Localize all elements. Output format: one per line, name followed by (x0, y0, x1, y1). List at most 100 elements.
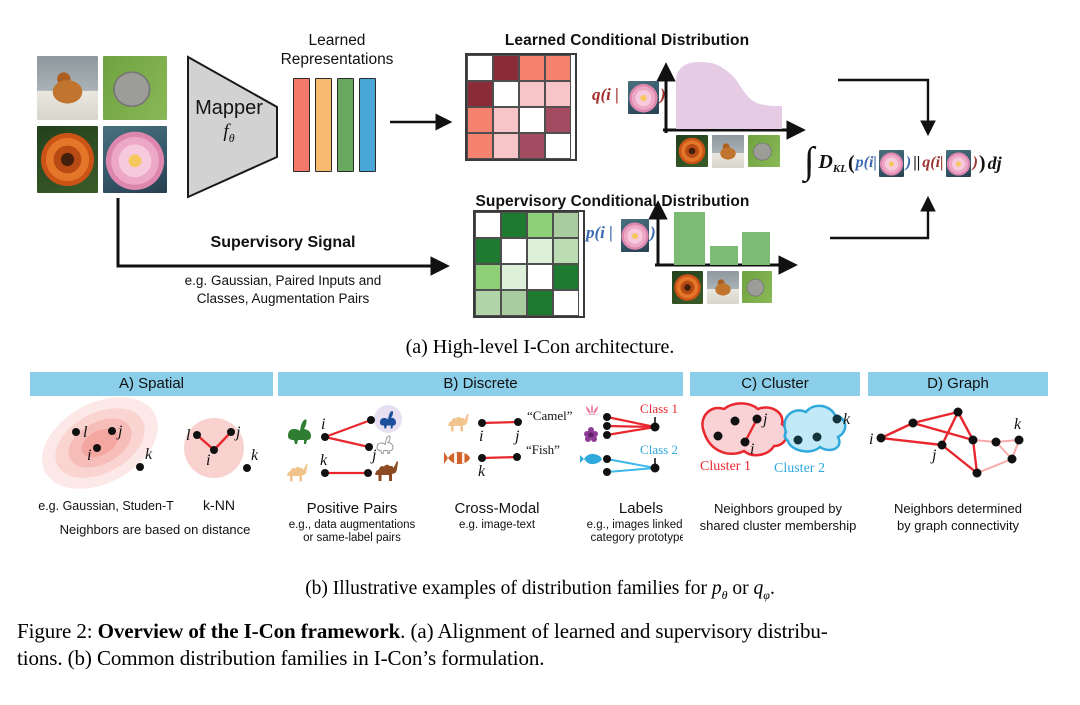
spatial-eg-label: e.g. Gaussian, Studen-T (38, 499, 174, 513)
supervisory-dist-title: Supervisory Conditional Distribution (475, 193, 750, 210)
supervisory-signal-title: Supervisory Signal (210, 234, 356, 251)
cat-photo (742, 271, 772, 303)
white-dino-icon (376, 435, 394, 454)
knn-points: l j i k (186, 424, 259, 472)
supervisory-bar-chart (674, 212, 770, 265)
cluster1-blob (701, 402, 789, 457)
cross-modal-group: i j k “Camel” “Fish” Cross-Modal e.g. im… (444, 408, 573, 531)
tan-camel-icon (287, 463, 308, 482)
cluster2-label: Cluster 2 (774, 461, 825, 476)
positive-pairs-group: i j k Positive Pairs e.g., data augmenta… (287, 405, 416, 544)
lotus-icon (584, 404, 600, 415)
cluster1-label: Cluster 1 (700, 459, 751, 474)
labels-group: Class 1 Class 2 Labels e.g., images link… (580, 401, 683, 544)
blue-fish-icon (580, 453, 602, 465)
caption-a: (a) High-level I-Con architecture. (405, 336, 675, 358)
mapper-label: Mapper (195, 97, 263, 119)
cluster-caption-2: shared cluster membership (700, 518, 857, 533)
spatial-caption: Neighbors are based on distance (60, 522, 251, 537)
q-conditional-label: q(i | (592, 85, 619, 104)
cluster-caption-1: Neighbors grouped by (714, 501, 842, 516)
mapper-trapezoid (187, 55, 278, 199)
supervisory-signal-examples: e.g. Gaussian, Paired Inputs and Classes,… (184, 273, 382, 306)
labels-title: Labels (619, 500, 663, 517)
learned-representation-bars (293, 78, 376, 172)
cross-modal-title: Cross-Modal (454, 500, 539, 517)
rep-bar-4 (359, 78, 376, 172)
dog-photo (707, 271, 739, 304)
svg-text:j: j (513, 428, 520, 445)
figure-caption-line2: tions. (b) Common distribution families … (17, 646, 545, 670)
graph-edges (880, 410, 979, 474)
rep-bar-2 (315, 78, 332, 172)
svg-text:i: i (206, 452, 210, 469)
svg-text:k: k (320, 452, 328, 469)
svg-text:j: j (234, 424, 241, 441)
svg-text:i: i (321, 416, 325, 433)
purple-flower-icon (584, 427, 598, 442)
svg-text:i: i (479, 428, 483, 445)
caption-b: (b) Illustrative examples of distributio… (305, 578, 775, 602)
svg-text:e.g., data augmentations: e.g., data augmentations (289, 519, 416, 531)
positive-pairs-title: Positive Pairs (307, 500, 398, 517)
learned-to-kl-arrow (838, 78, 936, 137)
p-term: p(i| (855, 154, 877, 171)
learned-conditional-matrix (465, 53, 577, 161)
panel-graph: i j k Neighbors determined by graph conn… (869, 407, 1024, 533)
dog-photo (37, 56, 98, 120)
svg-text:j: j (761, 411, 768, 428)
svg-text:e.g. image-text: e.g. image-text (459, 519, 536, 531)
svg-text:k: k (145, 446, 153, 463)
svg-text:i: i (750, 441, 754, 458)
panel-header-graph: D) Graph (868, 372, 1048, 396)
q-conditional-close: ) (660, 85, 666, 104)
svg-text:j: j (116, 423, 123, 440)
svg-text:k: k (251, 447, 259, 464)
knn-label: k-NN (203, 497, 235, 513)
blue-dino-icon (380, 410, 396, 429)
lily-photo (103, 126, 167, 193)
cluster-points: j i k (713, 411, 851, 458)
figure-caption-line1: Figure 2: Overview of the I-Con framewor… (17, 619, 828, 643)
svg-text:j: j (930, 447, 937, 464)
panel-header-cluster: C) Cluster (690, 372, 860, 396)
supervisory-conditional-matrix (473, 210, 585, 318)
panel-discrete: i j k Positive Pairs e.g., data augmenta… (287, 401, 683, 544)
svg-text:j: j (370, 447, 377, 464)
gaussian-ellipse (42, 397, 158, 489)
lily-photo (945, 149, 971, 177)
lily-photo (628, 81, 659, 114)
svg-text:k: k (1014, 416, 1022, 433)
camel-text-label: “Camel” (527, 408, 573, 423)
dog-photo (712, 135, 744, 168)
bar-flower (674, 212, 705, 265)
svg-text:category prototypes: category prototypes (590, 532, 683, 544)
lily-photo (878, 149, 904, 177)
class2-label: Class 2 (640, 442, 678, 457)
dino-circle-bg (374, 405, 402, 433)
class1-label: Class 1 (640, 401, 678, 416)
svg-text:k: k (843, 411, 851, 428)
svg-text:i: i (87, 447, 91, 464)
graph-caption-1: Neighbors determined (894, 501, 1022, 516)
learned-distribution-curve (676, 62, 782, 129)
rep-bar-3 (337, 78, 354, 172)
bar-cat (742, 232, 770, 265)
panel-header-spatial: A) Spatial (30, 372, 273, 396)
graph-caption-2: by graph connectivity (897, 518, 1020, 533)
panel-cluster: j i k Cluster 1 Cluster 2 Neighbors grou… (700, 402, 857, 533)
supervisory-signal-arrow (116, 198, 450, 276)
fish-text-label: “Fish” (526, 442, 560, 457)
learned-reps-title: Learned Representations (280, 32, 394, 68)
cat-photo (748, 135, 780, 167)
svg-text:k: k (478, 463, 486, 480)
bar-dog (710, 246, 738, 265)
clownfish-icon (444, 451, 470, 465)
cat-photo (103, 56, 167, 120)
rep-bar-1 (293, 78, 310, 172)
panel-spatial: l j i k l j i k e.g. Gaussian, Studen-T … (38, 397, 259, 537)
p-conditional-close: ) (650, 223, 656, 242)
svg-text:i: i (869, 431, 873, 448)
mapper-function-symbol: fθ (223, 121, 235, 145)
svg-text:l: l (186, 427, 191, 444)
